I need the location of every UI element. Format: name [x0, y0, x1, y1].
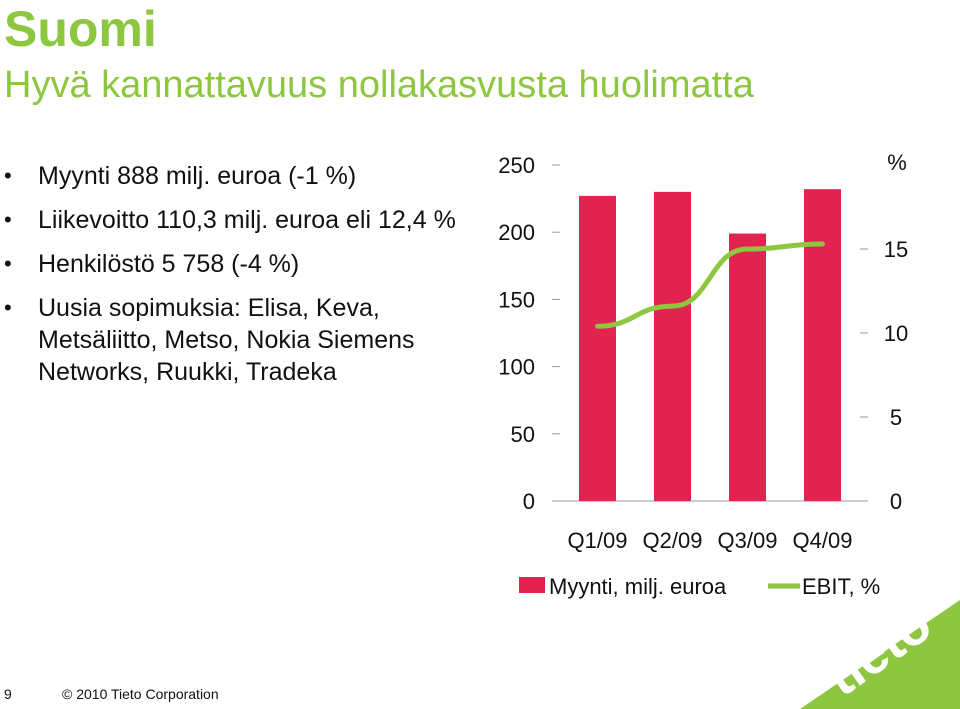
- page-number: 9: [4, 686, 12, 702]
- bullet-dot-icon: •: [4, 163, 12, 188]
- x-category-label: Q4/09: [793, 528, 853, 553]
- series-line-ebit: [595, 241, 825, 329]
- y-right-tick-label: 5: [890, 405, 902, 430]
- y-left-tick-label: 100: [498, 355, 535, 380]
- bar: [654, 191, 691, 501]
- bar: [804, 189, 841, 501]
- bullet-item: • Henkilöstö 5 758 (-4 %): [4, 250, 300, 278]
- y-right-tick-label: 0: [890, 489, 902, 514]
- y-left-tick-label: 250: [498, 153, 535, 178]
- bullet-dot-icon: •: [4, 207, 12, 232]
- y-left-tick-label: 200: [498, 220, 535, 245]
- bullet-item: • Uusia sopimuksia: Elisa, Keva, Metsälii…: [4, 294, 415, 386]
- x-category-label: Q2/09: [643, 528, 703, 553]
- y-right-tick-label: 15: [884, 237, 908, 262]
- legend-label-myynti: Myynti, milj. euroa: [549, 574, 727, 599]
- bullet-item: • Myynti 888 milj. euroa (-1 %): [4, 162, 357, 190]
- bar: [729, 233, 766, 501]
- copyright: © 2010 Tieto Corporation: [62, 686, 219, 702]
- bullet-item: • Liikevoitto 110,3 milj. euroa eli 12,4 …: [4, 206, 456, 234]
- y-right-tick-label: 10: [884, 321, 908, 346]
- bar: [579, 195, 616, 502]
- legend-swatch-myynti: [519, 577, 545, 593]
- legend-label-ebit: EBIT, %: [802, 574, 880, 599]
- bullet-dot-icon: •: [4, 295, 12, 320]
- bullet-dot-icon: •: [4, 251, 12, 276]
- x-category-label: Q3/09: [718, 528, 778, 553]
- y-left-tick-label: 150: [498, 287, 535, 312]
- x-category-label: Q1/09: [568, 528, 628, 553]
- bullet-list: • Myynti 888 milj. euroa (-1 %) • Liikevoi…: [0, 160, 470, 400]
- slide-subtitle: Hyvä kannattavuus nollakasvusta huolimat…: [4, 64, 754, 106]
- slide-title: Suomi: [4, 1, 157, 57]
- y-left-tick-label: 0: [523, 489, 535, 514]
- y-right-unit-label: %: [887, 150, 907, 175]
- y-left-tick-label: 50: [511, 422, 535, 447]
